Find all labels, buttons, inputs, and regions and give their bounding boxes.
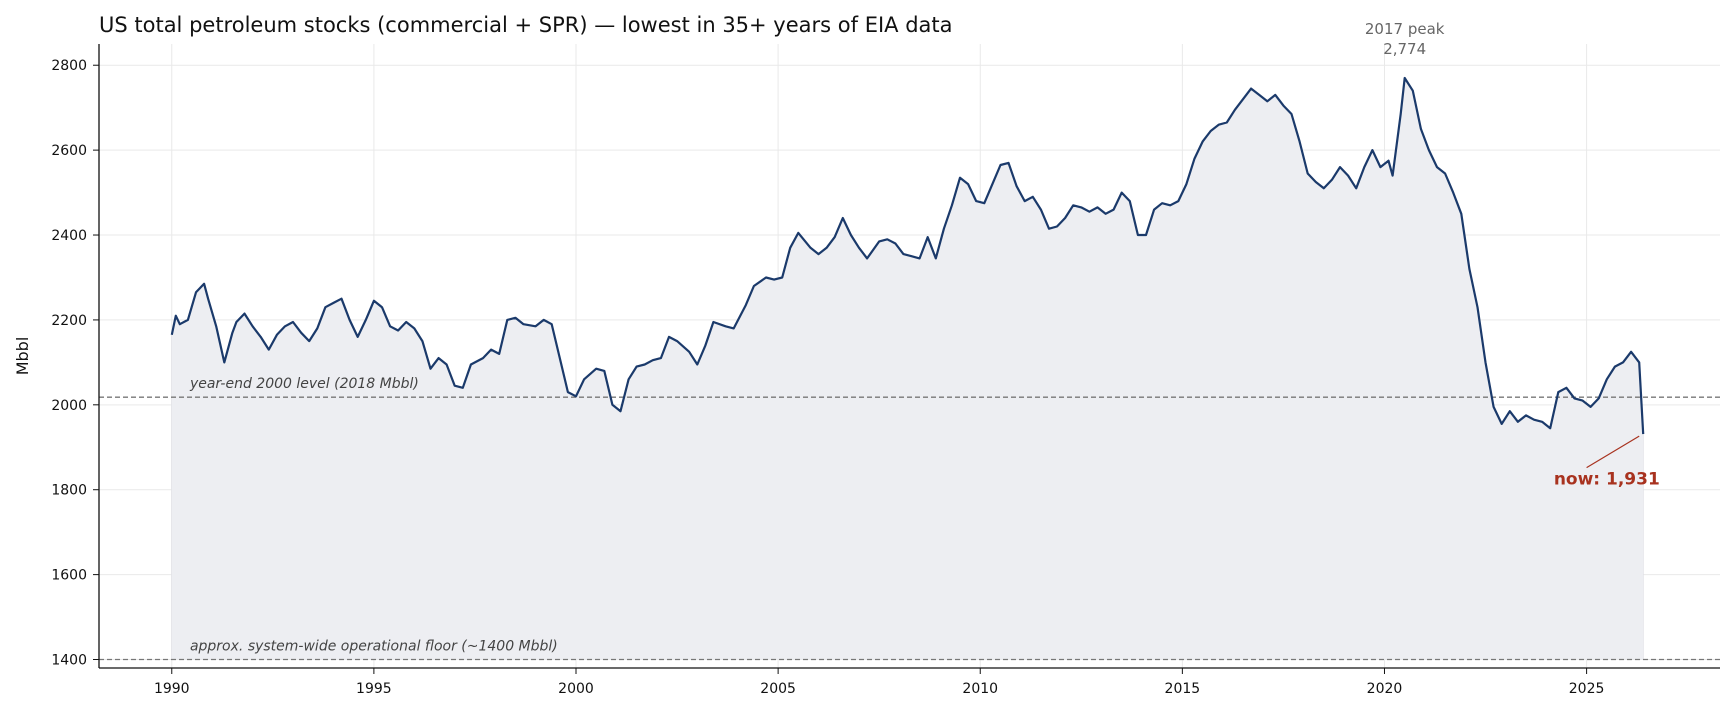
reference-lines: year-end 2000 level (2018 Mbbl) approx. s… [99, 376, 1720, 661]
now-annotation-leader [1586, 435, 1640, 469]
x-tick-label-2000: 2000 [558, 681, 594, 697]
peak-annotation-line-0: 2017 peak [1365, 20, 1445, 38]
y-tick-label-2600: 2600 [51, 143, 87, 159]
x-tick-label-2015: 2015 [1165, 681, 1201, 697]
y-tick-label-2400: 2400 [51, 228, 87, 244]
series-area-fill [171, 78, 1644, 660]
axes [93, 44, 1720, 674]
chart-title: US total petroleum stocks (commercial + … [99, 13, 953, 37]
x-tick-label-2020: 2020 [1367, 681, 1403, 697]
reference-line-label-1: approx. system-wide operational floor (~… [190, 639, 558, 655]
peak-annotation-line-1: 2,774 [1383, 40, 1426, 58]
y-tick-label-1400: 1400 [51, 653, 87, 669]
y-axis-label: Mbbl [13, 337, 32, 376]
y-tick-label-1600: 1600 [51, 568, 87, 584]
y-tick-label-1800: 1800 [51, 483, 87, 499]
series-line [170, 76, 1645, 435]
y-tick-label-2800: 2800 [51, 58, 87, 74]
y-tick-label-2000: 2000 [51, 398, 87, 414]
tick-labels: 1990 1995 2000 2005 2010 2015 2020 2025 1400 1600… [51, 58, 1604, 697]
reference-line-label-0: year-end 2000 level (2018 Mbbl) [189, 376, 419, 392]
x-tick-label-1990: 1990 [154, 681, 190, 697]
x-tick-label-2010: 2010 [962, 681, 998, 697]
x-tick-label-2005: 2005 [760, 681, 796, 697]
x-tick-label-1995: 1995 [356, 681, 392, 697]
now-annotation: now: 1,931 [1554, 470, 1660, 490]
peak-annotation: 2017 peak 2,774 [1365, 20, 1445, 58]
y-tick-label-2200: 2200 [51, 313, 87, 329]
x-tick-label-2025: 2025 [1569, 681, 1605, 697]
annotations: 2017 peak 2,774 now: 1,931 [1365, 20, 1660, 490]
